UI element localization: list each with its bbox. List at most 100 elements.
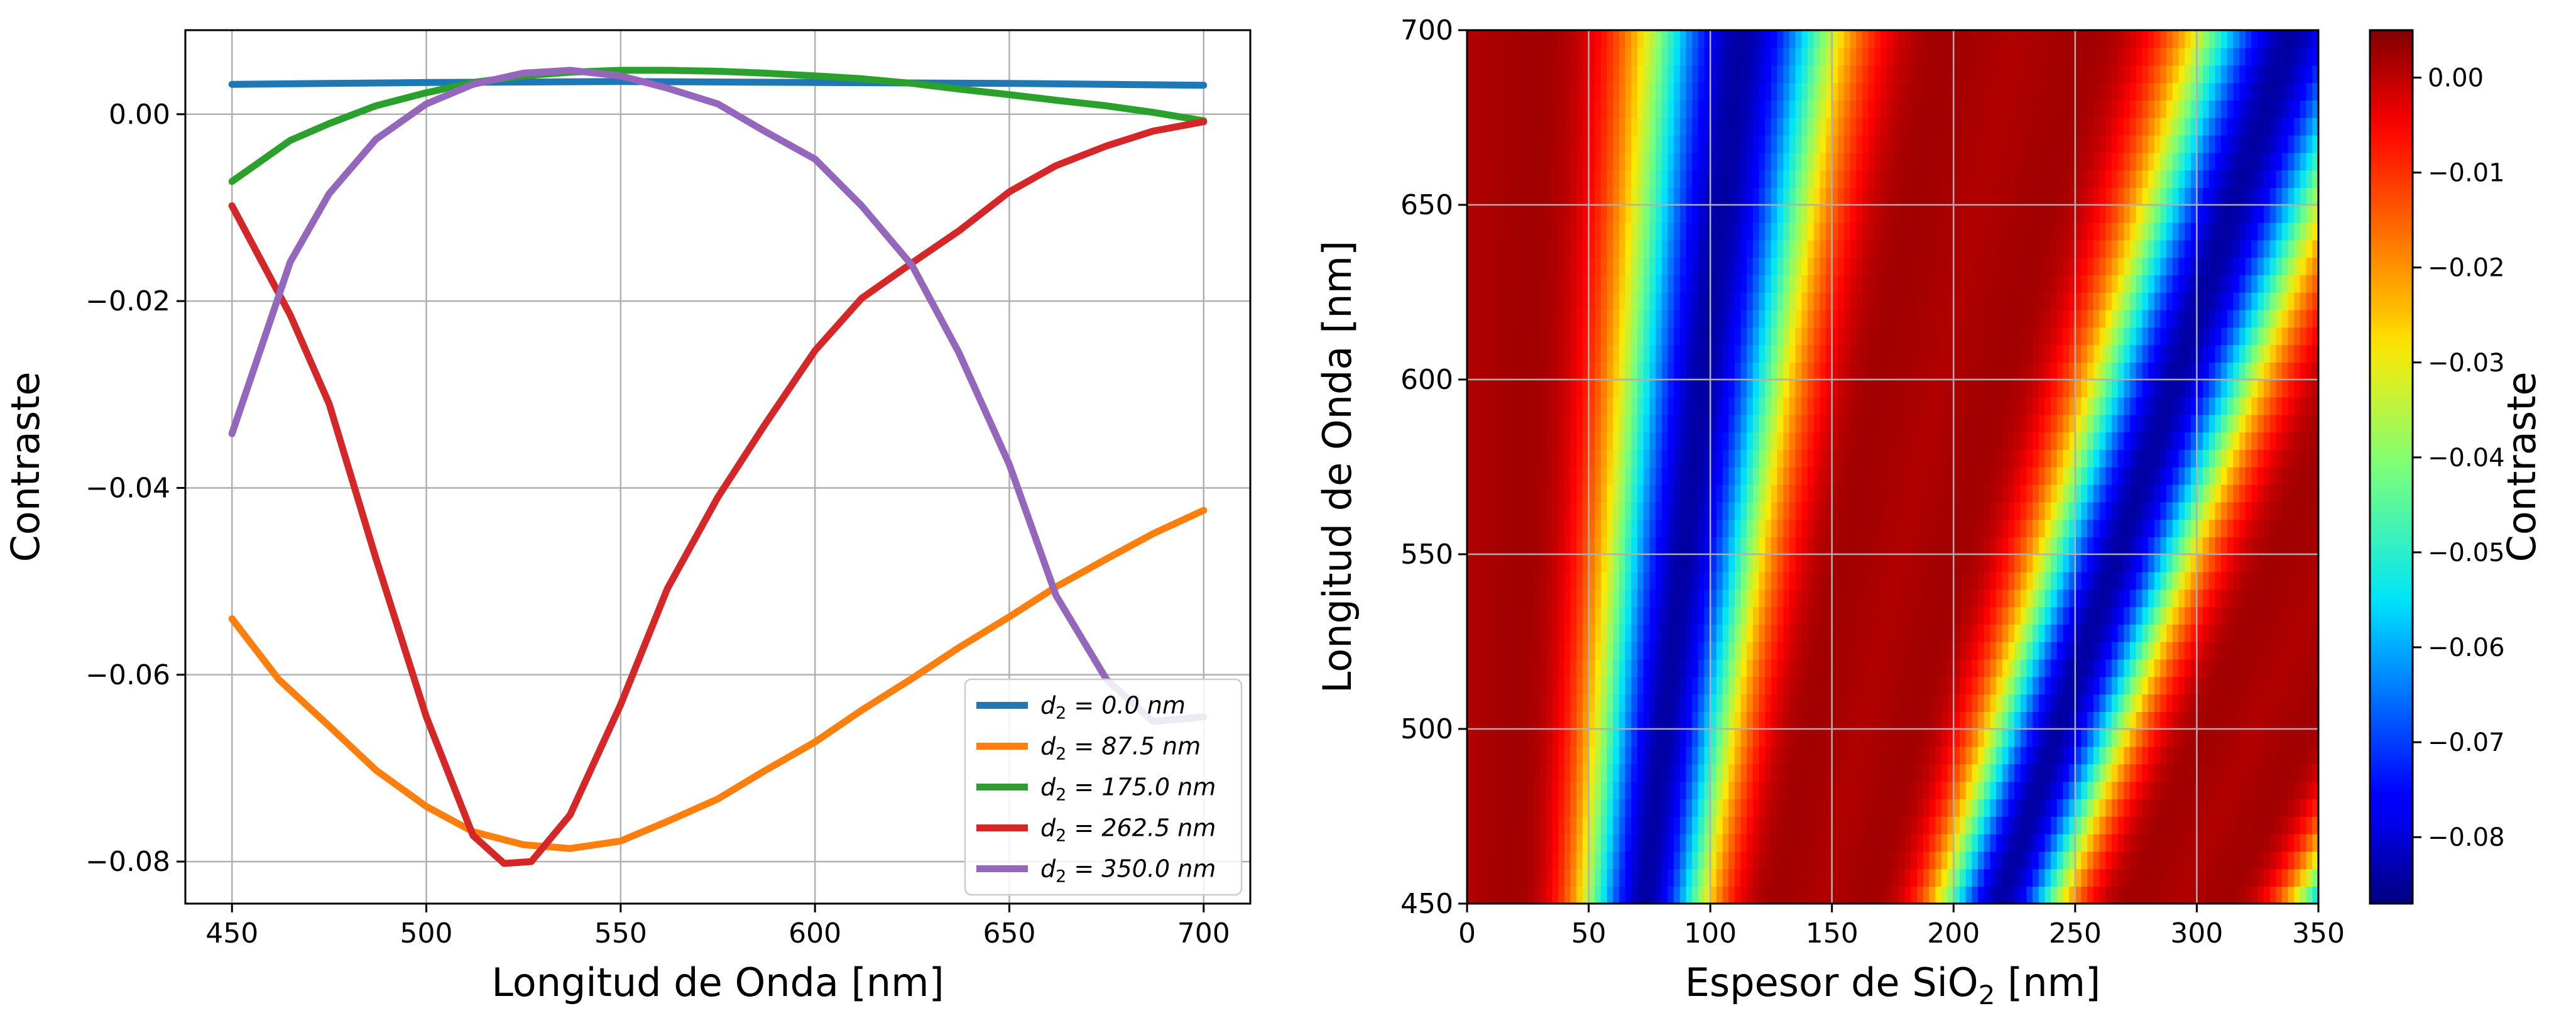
heatmap-cell [2197,746,2203,765]
heatmap-cell [2215,694,2222,712]
heatmap-cell [1820,851,1826,870]
heatmap-cell [1777,380,1784,398]
heatmap-cell [1625,537,1632,555]
heatmap-cell [1929,397,1936,415]
heatmap-cell [2111,344,2119,363]
heatmap-cell [2288,414,2295,433]
heatmap-cell [1935,694,1942,712]
heatmap-cell [2257,309,2264,328]
heatmap-cell [2257,694,2264,712]
heatmap-cell [1972,676,1978,695]
heatmap-cell [2026,327,2033,346]
heatmap-cell [2203,851,2210,870]
heatmap-cell [1765,659,1772,677]
heatmap-cell [1935,449,1942,468]
heatmap-cell [1656,868,1662,887]
heatmap-cell [1892,554,1899,572]
heatmap-cell [1826,519,1833,537]
heatmap-cell [2185,781,2191,799]
heatmap-cell [1984,292,1991,310]
heatmap-cell [1698,484,1705,503]
heatmap-cell [2124,554,2131,572]
heatmap-cell [1911,589,1918,608]
heatmap-cell [2124,467,2131,485]
heatmap-cell [1479,746,1486,765]
heatmap-cell [1947,292,1955,310]
heatmap-cell [1820,624,1826,642]
heatmap-cell [2105,380,2112,398]
heatmap-chart: 0 50 100 150 200 250 300 350450500550600650700 … [1314,14,2545,1010]
heatmap-cell [2263,327,2271,346]
heatmap-cell [1777,362,1784,380]
heatmap-cell [1734,467,1742,485]
heatmap-cell [1856,571,1863,590]
heatmap-cell [2276,868,2283,887]
heatmap-cell [2130,309,2137,328]
heatmap-cell [1479,292,1486,310]
heatmap-cell [1661,537,1669,555]
heatmap-cell [2124,659,2131,677]
heatmap-cell [2111,467,2119,485]
heatmap-cell [1679,642,1687,660]
heatmap-cell [1613,781,1620,799]
heatmap-cell [1752,397,1760,415]
heatmap-cell [2081,763,2088,782]
heatmap-cell [1619,642,1626,660]
heatmap-cell [2014,659,2021,677]
heatmap-cell [1978,309,1985,328]
heatmap-cell [1935,327,1942,346]
heatmap-cell [2288,537,2295,555]
heatmap-cell [1862,799,1869,817]
heatmap-cell [2038,344,2046,363]
heatmap-cell [1856,816,1863,834]
heatmap-cell [1734,886,1742,904]
heatmap-cell [2111,432,2119,450]
heatmap-cell [2227,729,2234,747]
heatmap-cell [1643,624,1651,642]
heatmap-cell [1728,380,1735,398]
heatmap-cell [2227,606,2234,625]
heatmap-cell [1874,327,1881,346]
heatmap-cell [2044,886,2051,904]
heatmap-cell [2288,432,2295,450]
heatmap-cell [1619,327,1626,346]
heatmap-cell [2008,292,2015,310]
heatmap-cell [1960,380,1967,398]
heatmap-cell [1625,292,1632,310]
heatmap-cell [1838,449,1845,468]
heatmap-cell [2233,676,2240,695]
heatmap-cell [2239,816,2246,834]
heatmap-cell [1600,432,1608,450]
heatmap-cell [1534,694,1541,712]
heatmap-cell [1686,309,1693,328]
heatmap-cell [1844,886,1851,904]
heatmap-cell [2093,868,2100,887]
heatmap-cell [2008,676,2015,695]
heatmap-cell [1607,519,1614,537]
heatmap-cell [1923,799,1930,817]
heatmap-cell [1515,554,1522,572]
heatmap-cell [2051,484,2058,503]
heatmap-cell [1826,397,1833,415]
heatmap-cell [1552,449,1559,468]
heatmap-cell [1868,799,1875,817]
heatmap-cell [1656,729,1662,747]
heatmap-cell [1862,432,1869,450]
heatmap-cell [1826,868,1833,887]
heatmap-cell [2105,432,2112,450]
heatmap-cell [2105,676,2112,695]
heatmap-cell [1953,309,1960,328]
heatmap-cell [1491,432,1498,450]
heatmap-cell [1917,868,1924,887]
heatmap-cell [1546,711,1553,730]
heatmap-cell [1868,642,1875,660]
heatmap-cell [1965,292,1973,310]
heatmap-cell [1613,519,1620,537]
heatmap-cell [2257,380,2264,398]
heatmap-cell [1540,624,1547,642]
heatmap-cell [1996,432,2003,450]
heatmap-cell [1844,327,1851,346]
heatmap-cell [2312,781,2318,799]
heatmap-cell [2093,414,2100,433]
heatmap-cell [1674,362,1681,380]
